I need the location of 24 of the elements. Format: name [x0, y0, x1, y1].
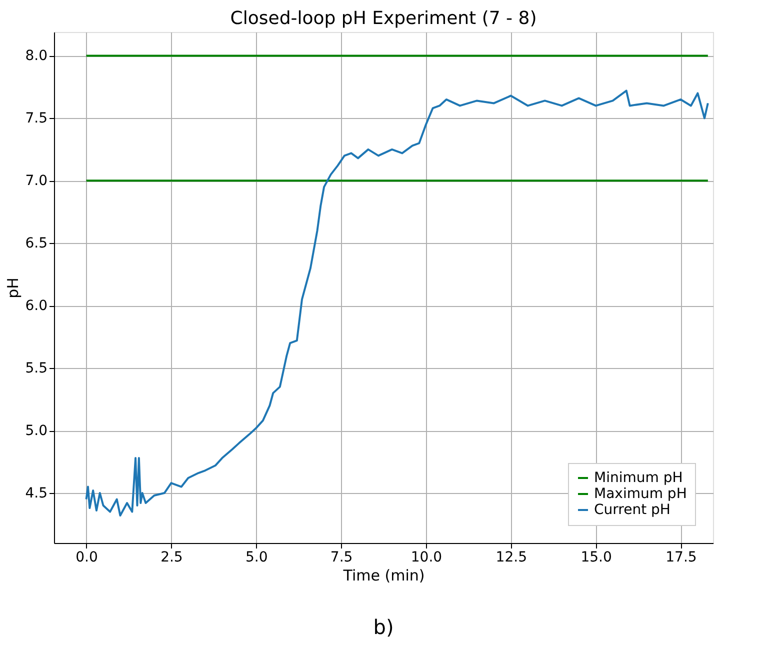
x-tick-label: 12.5: [496, 550, 527, 566]
y-tick-label: 7.0: [25, 173, 48, 190]
line-series: [85, 90, 709, 517]
legend-label: Minimum pH: [594, 470, 683, 486]
chart-title: Closed-loop pH Experiment (7 - 8): [230, 8, 537, 29]
x-tick-label: 10.0: [410, 550, 442, 566]
y-tick-label: 5.0: [25, 423, 48, 440]
x-tick-label: 17.5: [666, 550, 697, 566]
y-tick-label: 7.5: [25, 110, 48, 127]
x-tick-label: 0.0: [76, 550, 98, 566]
y-tick-label: 6.5: [25, 236, 48, 252]
text: b): [373, 615, 394, 639]
x-tick-label: 2.5: [160, 550, 183, 566]
y-tick-label: 8.0: [25, 48, 48, 64]
x-tick-label: 7.5: [330, 550, 353, 566]
y-tick-label: 5.5: [25, 360, 48, 377]
y-tick-label: 6.0: [25, 298, 48, 314]
y-tick-label: 4.5: [25, 486, 48, 502]
legend-label: Current pH: [594, 502, 670, 518]
x-tick-label: 15.0: [580, 550, 612, 566]
legend-label: Maximum pH: [594, 486, 687, 502]
x-tick-label: 5.0: [245, 550, 268, 566]
y-axis-title: pH: [4, 278, 22, 298]
x-axis-title: Time (min): [342, 566, 425, 584]
